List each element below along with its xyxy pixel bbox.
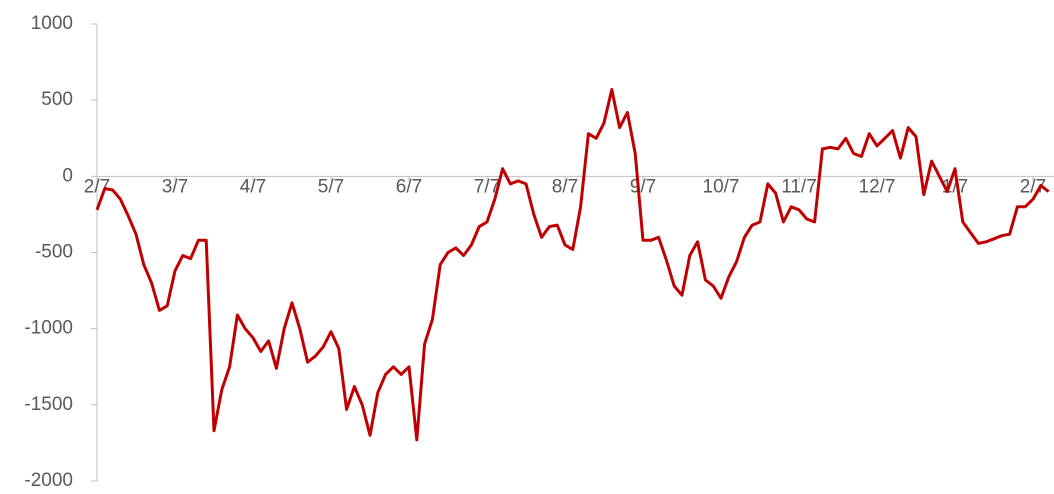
x-tick-label: 3/7	[162, 176, 188, 197]
y-tick-label: 500	[41, 89, 73, 110]
x-tick-label: 8/7	[552, 176, 578, 197]
x-tick-label: 4/7	[240, 176, 266, 197]
y-tick-label: -500	[35, 242, 73, 263]
y-tick-label: -1500	[24, 394, 73, 415]
x-tick-label: 11/7	[781, 176, 817, 197]
y-tick-label: 0	[62, 165, 73, 186]
x-tick-label: 2/7	[84, 176, 110, 197]
x-tick-label: 6/7	[396, 176, 422, 197]
x-tick-label: 9/7	[630, 176, 656, 197]
x-tick-label: 12/7	[859, 176, 896, 197]
y-tick-label: 1000	[31, 13, 73, 34]
x-tick-label: 10/7	[703, 176, 740, 197]
y-tick-label: -1000	[24, 318, 73, 339]
y-tick-label: -2000	[24, 470, 73, 489]
x-tick-label: 7/7	[474, 176, 500, 197]
x-tick-label: 5/7	[318, 176, 344, 197]
data-line	[95, 88, 1050, 442]
x-tick-label: 2/7	[1020, 176, 1046, 197]
